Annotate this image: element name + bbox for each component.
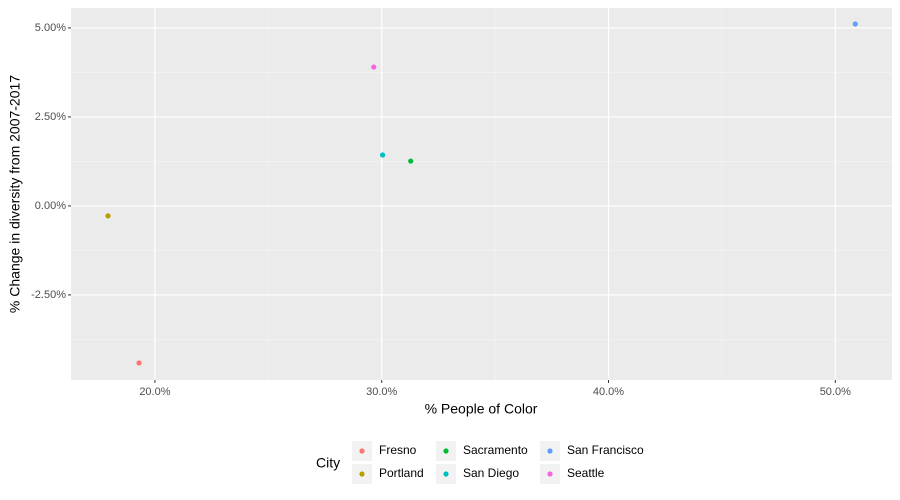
- legend-label: San Francisco: [567, 443, 644, 457]
- legend-label: Seattle: [567, 466, 605, 480]
- legend-marker: [443, 448, 449, 454]
- x-axis-title: % People of Color: [425, 401, 538, 417]
- legend-marker: [359, 471, 365, 477]
- x-tick-label: 20.0%: [139, 386, 170, 398]
- legend-title: City: [316, 455, 340, 471]
- point: [852, 21, 858, 27]
- point: [371, 64, 377, 70]
- legend-marker: [359, 448, 365, 454]
- point: [105, 213, 111, 219]
- legend-label: Sacramento: [463, 443, 528, 457]
- point: [380, 152, 386, 158]
- legend-marker: [443, 471, 449, 477]
- point: [408, 158, 414, 164]
- y-axis-title: % Change in diversity from 2007-2017: [7, 75, 23, 313]
- legend-marker: [547, 471, 553, 477]
- panel: [71, 8, 892, 380]
- x-tick-label: 40.0%: [593, 386, 624, 398]
- legend-label: Portland: [379, 466, 424, 480]
- x-tick-label: 30.0%: [366, 386, 397, 398]
- legend-marker: [547, 448, 553, 454]
- y-tick-label: -2.50%: [31, 289, 66, 301]
- y-tick-label: 2.50%: [35, 111, 66, 123]
- legend-label: Fresno: [379, 443, 417, 457]
- y-tick-label: 5.00%: [35, 22, 66, 34]
- x-tick-label: 50.0%: [820, 386, 851, 398]
- point: [136, 360, 142, 366]
- y-tick-label: 0.00%: [35, 200, 66, 212]
- legend-label: San Diego: [463, 466, 519, 480]
